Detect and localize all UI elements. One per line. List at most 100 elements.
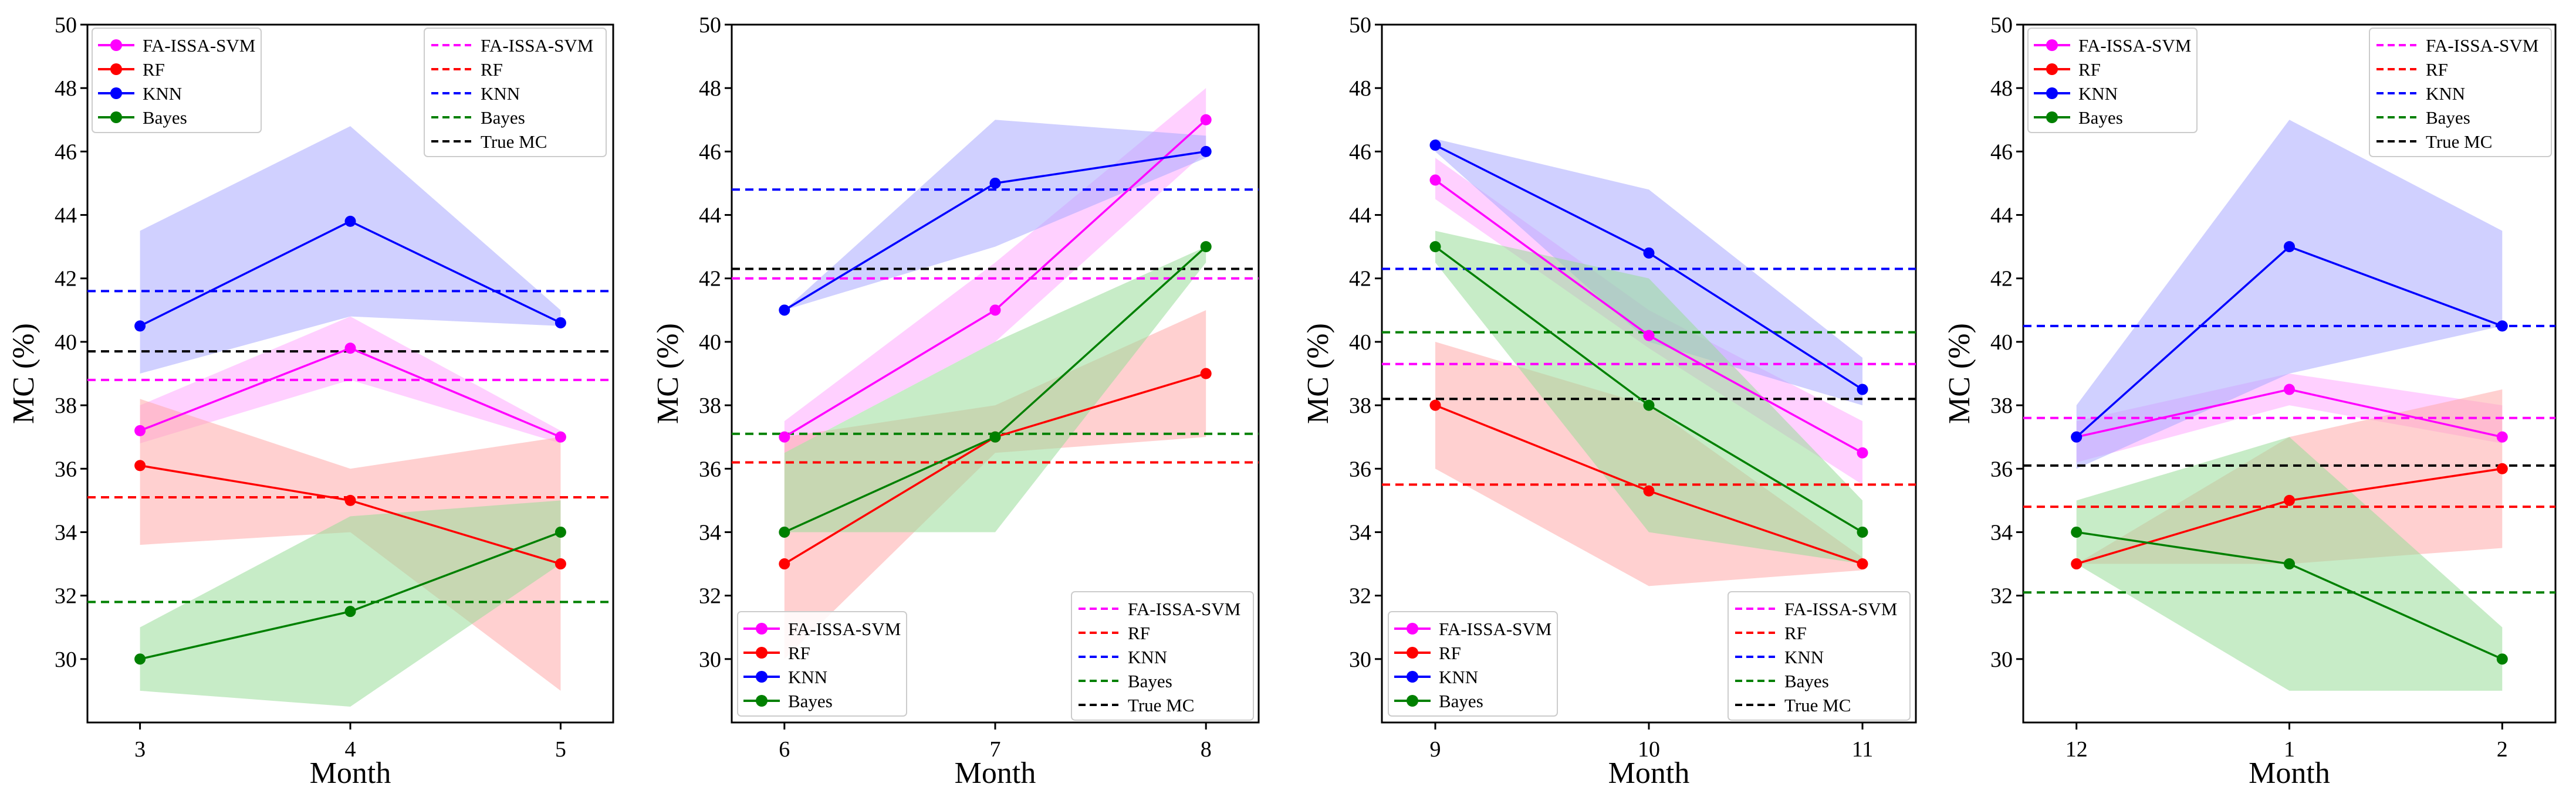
data-point-knn	[344, 215, 356, 227]
legend-marker	[110, 39, 122, 51]
x-axis-label: Month	[2249, 756, 2330, 790]
data-point-knn	[2071, 431, 2083, 443]
y-tick-label: 44	[55, 203, 77, 228]
band-bayes	[784, 246, 1206, 532]
x-tick-label: 8	[1201, 737, 1212, 762]
x-tick-label: 4	[345, 737, 356, 762]
legend-markers: FA-ISSA-SVM RF KNN Bayes	[92, 28, 262, 133]
legend-marker	[2046, 39, 2058, 51]
data-point-knn	[1200, 145, 1212, 157]
band-bayes	[140, 500, 561, 707]
data-point-fa-issa-svm	[134, 425, 146, 436]
y-tick-label: 40	[1990, 330, 2013, 355]
data-point-bayes	[2071, 526, 2083, 538]
y-tick-label: 50	[55, 13, 77, 38]
data-point-rf	[779, 558, 790, 570]
y-tick-label: 48	[1349, 76, 1371, 101]
data-point-fa-issa-svm	[2496, 431, 2508, 443]
legend-marker	[756, 671, 768, 683]
x-tick-label: 3	[134, 737, 146, 762]
x-axis-label: Month	[955, 756, 1036, 790]
band-knn	[140, 126, 561, 374]
legend-label: Bayes	[2426, 107, 2470, 128]
legend-label: KNN	[2426, 83, 2465, 104]
data-point-bayes	[134, 653, 146, 665]
legend-label: RF	[788, 643, 810, 663]
legend-label: True MC	[2426, 131, 2492, 152]
legend-label: KNN	[1128, 647, 1167, 667]
data-point-fa-issa-svm	[1429, 174, 1441, 186]
y-tick-label: 38	[1990, 393, 2013, 418]
panel-2: 30 32 34 36 38 40 42 44 46 48 50 6 7 8 Month MC (%) FA-I…	[651, 13, 1260, 790]
data-point-knn	[1857, 384, 1868, 395]
data-point-knn	[1643, 247, 1655, 259]
legend-label: Bayes	[143, 107, 187, 128]
legend-marker	[1407, 647, 1418, 659]
y-tick-label: 32	[699, 584, 721, 609]
legend-label: Bayes	[1784, 671, 1829, 691]
legend-marker	[756, 647, 768, 659]
legend-box	[1071, 591, 1254, 721]
data-point-rf	[2071, 558, 2083, 570]
legend-lines: FA-ISSA-SVM RF KNN Bayes True MC	[1071, 591, 1254, 721]
legend-marker	[2046, 63, 2058, 75]
x-tick-label: 6	[779, 737, 790, 762]
legend-marker	[1407, 671, 1418, 683]
legend-marker	[756, 623, 768, 635]
y-tick-label: 40	[55, 330, 77, 355]
legend-marker	[110, 111, 122, 123]
x-tick-label: 11	[1852, 737, 1874, 762]
data-point-rf	[1857, 558, 1868, 570]
band-rf	[140, 399, 561, 691]
data-point-rf	[344, 494, 356, 506]
legend-label: RF	[481, 59, 503, 80]
y-axis-label: MC (%)	[1943, 323, 1976, 424]
legend-label: True MC	[1784, 695, 1851, 715]
legend-label: RF	[2078, 59, 2101, 80]
y-axis-label: MC (%)	[1301, 323, 1335, 424]
legend-label: Bayes	[2078, 107, 2123, 128]
y-tick-label: 34	[1990, 520, 2013, 545]
legend-label: True MC	[481, 131, 547, 152]
legend-box	[2369, 28, 2552, 157]
x-tick-label: 10	[1638, 737, 1660, 762]
legend-markers: FA-ISSA-SVM RF KNN Bayes	[1388, 611, 1558, 717]
legend-box	[737, 611, 907, 717]
y-tick-label: 36	[1349, 457, 1371, 481]
y-tick-label: 36	[1990, 457, 2013, 481]
legend-label: FA-ISSA-SVM	[481, 35, 593, 56]
legend-lines: FA-ISSA-SVM RF KNN Bayes True MC	[424, 28, 607, 157]
data-point-knn	[555, 317, 566, 328]
legend-label: FA-ISSA-SVM	[788, 619, 901, 639]
data-point-bayes	[2284, 558, 2295, 570]
data-point-bayes	[989, 431, 1001, 443]
legend-label: RF	[2426, 59, 2448, 80]
y-tick-label: 36	[55, 457, 77, 481]
x-axis-label: Month	[310, 756, 391, 790]
legend-label: KNN	[1784, 647, 1824, 667]
legend-box	[1388, 611, 1558, 717]
y-tick-label: 34	[55, 520, 77, 545]
band-bayes	[1435, 230, 1862, 564]
y-tick-label: 44	[1349, 203, 1371, 228]
legend-label: FA-ISSA-SVM	[1128, 599, 1240, 619]
y-tick-label: 30	[1349, 647, 1371, 672]
legend-marker	[2046, 87, 2058, 99]
legend-label: Bayes	[788, 691, 833, 711]
data-point-rf	[2496, 463, 2508, 474]
data-point-knn	[2496, 320, 2508, 332]
data-point-fa-issa-svm	[2284, 384, 2295, 395]
legend-box	[2027, 28, 2198, 133]
y-tick-label: 34	[1349, 520, 1371, 545]
legend-box	[424, 28, 607, 157]
y-tick-label: 36	[699, 457, 721, 481]
band-fa-issa-svm	[2076, 374, 2503, 463]
legend-label: FA-ISSA-SVM	[143, 35, 255, 56]
x-tick-label: 7	[990, 737, 1001, 762]
data-point-fa-issa-svm	[344, 342, 356, 354]
y-tick-label: 34	[699, 520, 721, 545]
legend-lines: FA-ISSA-SVM RF KNN Bayes True MC	[2369, 28, 2552, 157]
legend-marker	[110, 87, 122, 99]
legend-box	[92, 28, 262, 133]
